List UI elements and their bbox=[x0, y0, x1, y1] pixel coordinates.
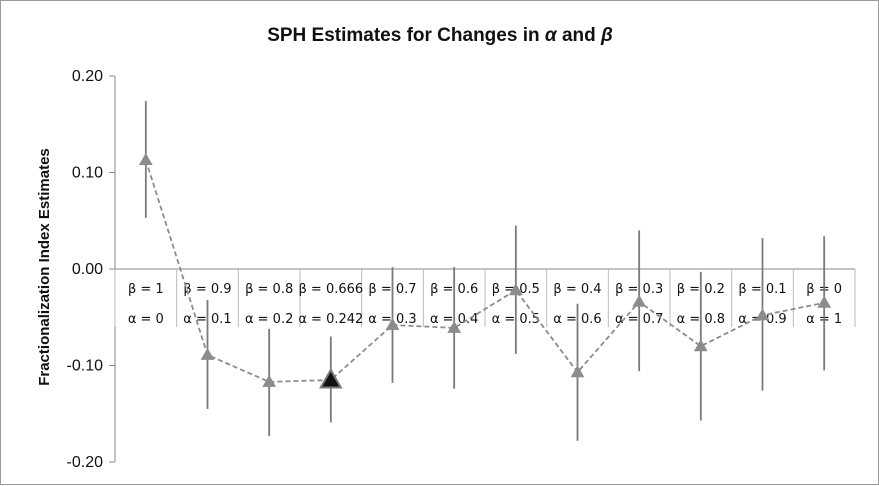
data-point bbox=[200, 347, 215, 360]
category-beta-label: β = 0.9 bbox=[183, 282, 231, 297]
category-alpha-label: α = 0 bbox=[128, 312, 164, 327]
y-axis-label: Fractionalization Index Estimates bbox=[36, 148, 53, 386]
y-tick-label: -0.20 bbox=[67, 454, 104, 471]
data-point bbox=[817, 295, 832, 308]
y-tick-label: 0.10 bbox=[72, 165, 103, 182]
data-point bbox=[138, 152, 153, 165]
chart-title: SPH Estimates for Changes in α and β bbox=[267, 25, 613, 46]
category-alpha-label: α = 0.2 bbox=[245, 312, 293, 327]
category-beta-label: β = 1 bbox=[128, 282, 164, 297]
series-path bbox=[144, 159, 825, 383]
markers bbox=[138, 152, 832, 389]
data-point bbox=[385, 317, 400, 330]
title-beta: β bbox=[600, 25, 613, 46]
y-tick-label: -0.10 bbox=[67, 358, 104, 375]
data-point bbox=[508, 283, 523, 296]
y-tick-label: 0.00 bbox=[72, 261, 103, 278]
y-tick-label: 0.20 bbox=[72, 68, 103, 85]
series-line bbox=[144, 159, 825, 383]
title-and: and bbox=[557, 25, 601, 46]
highlighted-data-point bbox=[319, 367, 343, 389]
category-beta-label: β = 0.4 bbox=[553, 282, 601, 297]
data-point bbox=[755, 308, 770, 321]
y-axis: 0.20 0.10 0.00 -0.10 -0.20 bbox=[67, 68, 116, 471]
category-beta-label: β = 0.666 bbox=[298, 282, 363, 297]
data-point bbox=[570, 365, 585, 378]
title-prefix: SPH Estimates for Changes in bbox=[267, 25, 545, 46]
data-point bbox=[632, 294, 647, 307]
category-alpha-label: α = 0.242 bbox=[298, 312, 363, 327]
title-alpha: α bbox=[545, 25, 558, 46]
data-point bbox=[693, 339, 708, 352]
data-point bbox=[262, 374, 277, 387]
data-point bbox=[447, 320, 462, 333]
category-beta-label: β = 0.8 bbox=[245, 282, 293, 297]
